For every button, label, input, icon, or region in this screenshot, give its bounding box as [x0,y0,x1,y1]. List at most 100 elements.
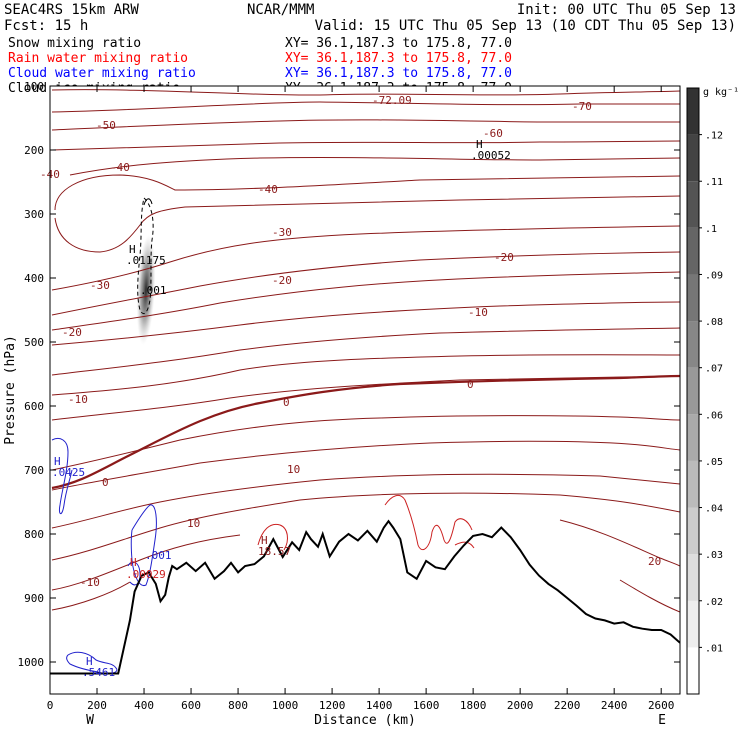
snow-contours [143,198,153,206]
isotherm-line [51,119,680,131]
contour-label: 10 [287,463,300,476]
cloud-water-contour [127,561,141,586]
max-value: .00052 [471,149,511,162]
isotherm-line [51,301,680,346]
colorbar-tick-label: .09 [705,270,723,281]
max-mark: H [130,556,137,569]
contour-label: -30 [90,279,110,292]
x-tick-label: 2600 [648,699,675,712]
contour-label: -72.09 [372,94,412,107]
cloud-water-contour [51,438,73,515]
colorbar-swatch [687,600,699,648]
legend-cloud-water-name: Cloud water mixing ratio [8,66,196,81]
colorbar-swatch [687,88,699,135]
contour-label: -40 [110,161,130,174]
colorbar-swatch [687,507,699,555]
plot-frame [49,85,681,695]
colorbar-swatch [687,274,699,322]
isotherm-line [51,354,680,396]
x-tick-label: 1600 [413,699,440,712]
isotherm-line [54,195,680,253]
contour-label: -70 [572,100,592,113]
colorbar-swatch [687,414,699,461]
max-value: .001 [140,284,167,297]
isotherm-line [51,140,680,151]
max-value: .001 [145,549,172,562]
x-tick-label: 2400 [601,699,628,712]
init-time: Init: 00 UTC Thu 05 Sep 13 [517,2,736,18]
x-tick-label: 400 [134,699,154,712]
colorbar-tick-label: .1 [705,224,717,235]
isotherm-zero [51,374,680,490]
colorbar-unit: g kg⁻¹ [703,87,739,98]
forecast-hour: Fcst: 15 h [4,18,88,34]
colorbar-tick-label: .01 [705,643,723,654]
isotherm-line [51,89,680,96]
colorbar-swatch [687,227,699,275]
max-value: .5461 [82,666,115,679]
max-mark: H [261,534,268,547]
isotherm-line [51,101,680,113]
max-value: .0425 [52,466,85,479]
colorbar-tick-label: .12 [705,131,723,142]
colorbar-swatch [687,367,699,415]
contour-label: -30 [272,226,292,239]
isotherm-line [51,225,680,291]
contour-label: -10 [68,393,88,406]
colorbar-swatch [687,134,699,182]
y-axis-label: Pressure (hPa) [3,335,18,445]
y-tick-label: 500 [24,336,44,349]
max-value: .00029 [126,568,166,581]
contour-label: -20 [494,251,514,264]
x-tick-label: 600 [181,699,201,712]
isotherm-line [51,440,680,491]
contour-label: -50 [96,119,116,132]
cloud-ice-contour [137,197,154,315]
x-tick-label: 1800 [460,699,487,712]
colorbar-swatch [687,321,699,368]
y-tick-label: 600 [24,400,44,413]
contour-label: 0 [283,396,290,409]
contour-label: 10 [187,517,200,530]
x-tick-label: 1200 [319,699,346,712]
colorbar-tick-label: .11 [705,177,723,188]
contour-label: 0 [467,378,474,391]
isotherm-line [51,415,680,471]
y-tick-label: 400 [24,272,44,285]
isotherm-line [51,327,680,376]
colorbar: .01 .02 .03 .04 .05 .06 .07 .08 .09 .1 .11 .12 [686,87,723,695]
x-tick-label: 2000 [507,699,534,712]
contour-label: -40 [258,183,278,196]
model-title: SEAC4RS 15km ARW [4,2,139,18]
x-axis: 0 200 400 600 800 1000 1200 1400 1600 1800 2000 220… [47,86,675,712]
legend-snow-xy: XY= 36.1,187.3 to 175.8, 77.0 [285,36,512,51]
contour-label: -20 [272,274,292,287]
contour-label: -10 [80,576,100,589]
contour-label: -60 [483,127,503,140]
contour-label: 0 [102,476,109,489]
colorbar-swatch [687,647,699,694]
x-tick-label: 800 [228,699,248,712]
temperature-contours [51,89,680,613]
cloud-ice-contours [137,197,154,315]
rain-contour [257,523,288,551]
y-tick-label: 800 [24,528,44,541]
colorbar-tick-label: .03 [705,550,723,561]
center-label: NCAR/MMM [247,2,314,18]
isotherm-line [51,492,680,561]
legend-rain-xy: XY= 36.1,187.3 to 175.8, 77.0 [285,51,512,66]
snow-contour [143,198,153,206]
contour-label: -10 [468,306,488,319]
colorbar-tick-label: .04 [705,504,723,515]
colorbar-tick-label: .07 [705,364,723,375]
max-mark: H [54,455,61,468]
y-tick-label: 700 [24,464,44,477]
max-value: .01175 [126,254,166,267]
x-tick-label: 0 [47,699,54,712]
colorbar-tick-label: .06 [705,410,723,421]
terrain-line [50,519,680,675]
maxima-labels: H .00052 H .01175 .001 H .0425 H 18.57 .… [52,138,511,679]
isotherm-line [51,519,680,591]
